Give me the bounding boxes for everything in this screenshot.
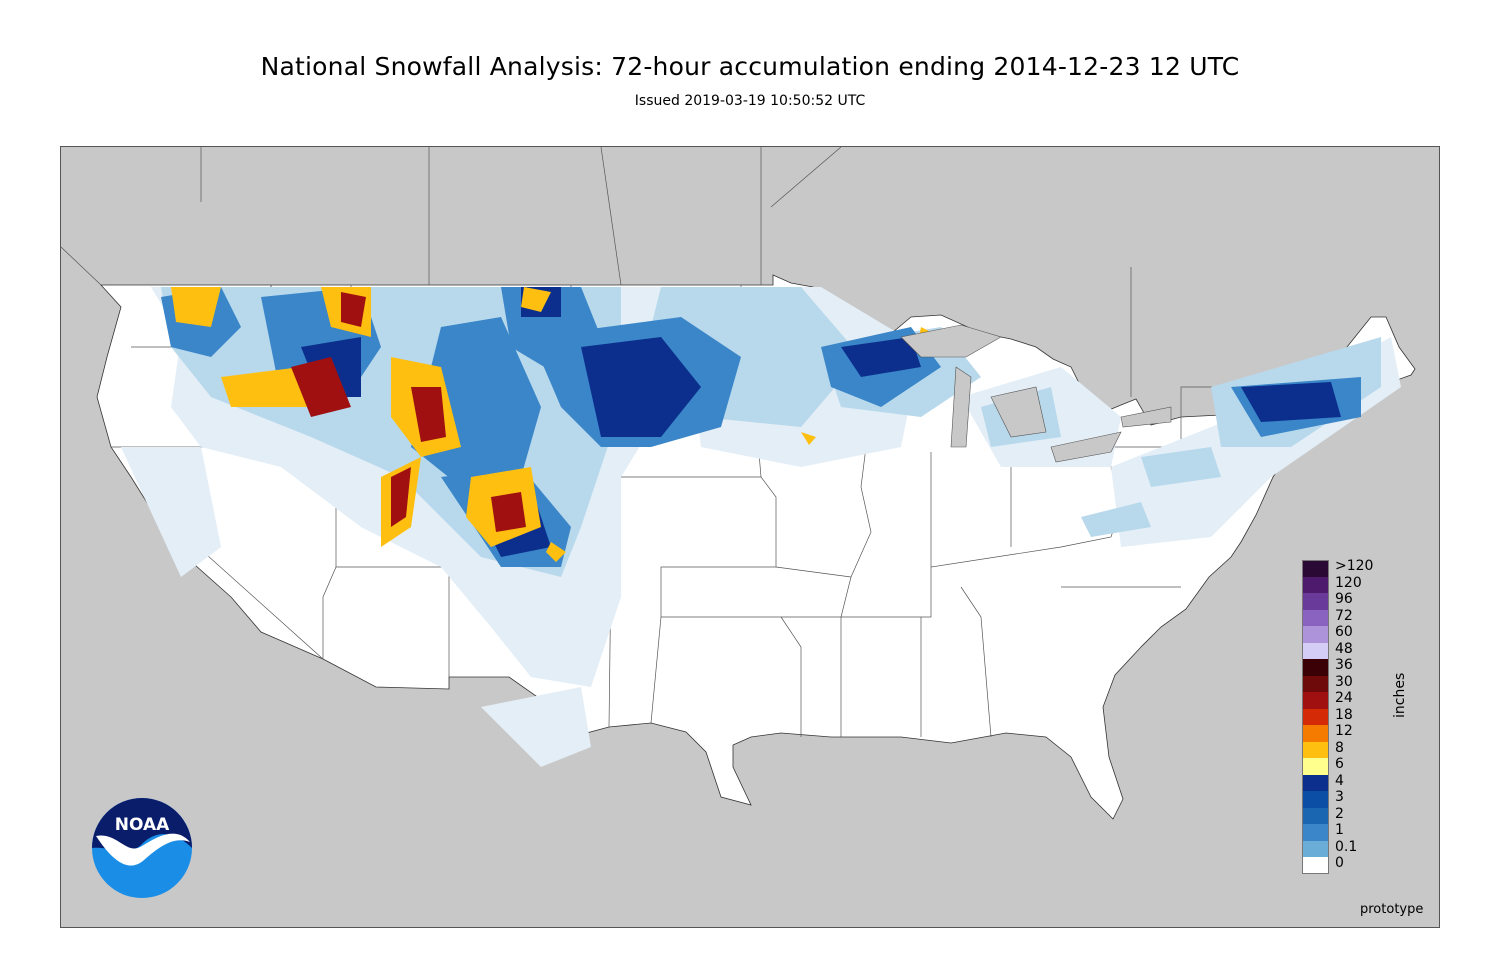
legend-label: 6 <box>1335 756 1344 773</box>
legend-label: 48 <box>1335 640 1353 657</box>
snowfall-map <box>60 146 1440 928</box>
prototype-note: prototype <box>1360 902 1424 917</box>
legend-label: 1 <box>1335 822 1344 839</box>
legend-label: 36 <box>1335 657 1353 674</box>
legend-label: 4 <box>1335 772 1344 789</box>
legend-units-label: inches <box>1392 672 1408 718</box>
legend-label: 30 <box>1335 673 1353 690</box>
legend-label: 120 <box>1335 574 1362 591</box>
legend-label: 2 <box>1335 805 1344 822</box>
legend-swatch <box>1302 609 1329 627</box>
issued-timestamp: Issued 2019-03-19 10:50:52 UTC <box>634 93 866 109</box>
legend-swatch <box>1302 642 1329 660</box>
legend-label: 60 <box>1335 624 1353 641</box>
snowfall-very-deep-layer <box>291 292 526 532</box>
legend-label: >120 <box>1335 558 1374 574</box>
legend-label: 0 <box>1335 855 1344 872</box>
legend-swatch <box>1302 659 1329 677</box>
legend-label: 72 <box>1335 607 1353 624</box>
legend-swatch <box>1302 576 1329 594</box>
noaa-logo-text: NOAA <box>115 815 170 835</box>
legend-swatch <box>1302 725 1329 743</box>
legend-swatch <box>1302 791 1329 809</box>
legend-swatch <box>1302 840 1329 858</box>
legend-label: 0.1 <box>1335 838 1358 855</box>
noaa-logo-icon: NOAA <box>92 798 192 898</box>
great-lakes <box>900 324 1172 463</box>
legend-swatch <box>1302 675 1329 693</box>
legend-label: 96 <box>1335 591 1353 608</box>
map-canvas <box>61 147 1416 820</box>
legend-swatch <box>1302 824 1329 842</box>
legend-swatch <box>1302 708 1329 726</box>
legend-swatch <box>1302 758 1329 776</box>
legend-swatch <box>1302 741 1329 759</box>
legend-label: 3 <box>1335 789 1344 806</box>
legend-swatch <box>1302 774 1329 792</box>
legend-label: 12 <box>1335 723 1353 740</box>
legend-swatch <box>1302 593 1329 611</box>
legend-swatch <box>1302 857 1329 875</box>
legend-label: 24 <box>1335 690 1353 707</box>
legend-label: 8 <box>1335 739 1344 756</box>
noaa-logo: NOAA <box>90 796 194 904</box>
legend-swatch <box>1302 560 1329 578</box>
map-title: National Snowfall Analysis: 72-hour accu… <box>260 52 1240 81</box>
legend-swatch <box>1302 807 1329 825</box>
legend-swatch <box>1302 626 1329 644</box>
legend-label: 18 <box>1335 706 1353 723</box>
legend-swatch <box>1302 692 1329 710</box>
